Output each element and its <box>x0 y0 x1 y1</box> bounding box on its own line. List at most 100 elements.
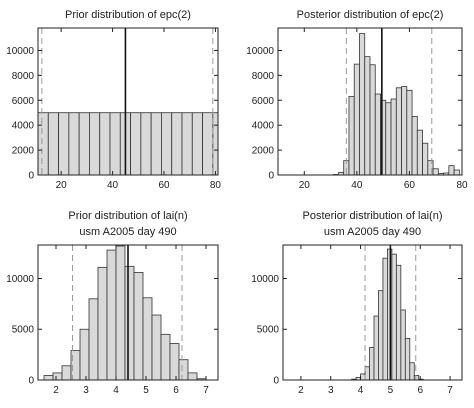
histogram-bar <box>390 98 397 176</box>
histogram-bar <box>88 298 99 381</box>
histogram-bar <box>348 96 355 176</box>
x-tick-label: 40 <box>107 180 119 191</box>
x-tick-label: 3 <box>328 385 334 396</box>
x-tick-label: 6 <box>417 385 423 396</box>
histogram-bar <box>89 112 101 176</box>
y-tick-label: 0 <box>28 171 34 182</box>
histogram-bar <box>409 362 415 381</box>
chart-title: Prior distribution of lai(n) <box>68 210 187 222</box>
chart-title: Prior distribution of epc(2) <box>65 9 191 21</box>
y-tick-label: 8000 <box>252 71 275 82</box>
plot-frame <box>37 27 219 176</box>
histogram-bar <box>47 112 59 176</box>
y-tick-label: 4000 <box>252 121 275 132</box>
histogram-bar <box>382 257 388 381</box>
histogram-bar <box>369 347 375 381</box>
x-tick-label: 4 <box>358 385 364 396</box>
histogram-bar <box>411 116 418 176</box>
histogram-bar <box>169 343 180 381</box>
y-tick-label: 0 <box>273 376 279 387</box>
histogram-bar <box>359 33 366 176</box>
histogram-bar <box>453 169 460 176</box>
histogram-bar <box>150 112 162 176</box>
x-tick-label: 2 <box>53 385 59 396</box>
histogram-bar <box>401 86 408 176</box>
y-tick-label: 6000 <box>252 96 275 107</box>
histogram-bar <box>115 245 126 381</box>
y-tick-label: 10000 <box>251 274 279 285</box>
y-tick-label: 4000 <box>12 121 35 132</box>
chart-subtitle: usm A2005 day 490 <box>324 226 421 238</box>
x-tick-label: 20 <box>56 180 68 191</box>
y-tick-label: 5000 <box>257 325 280 336</box>
y-tick-label: 6000 <box>12 96 35 107</box>
histogram-bar <box>187 372 198 381</box>
x-tick-label: 60 <box>158 180 170 191</box>
histogram-bar <box>142 297 153 381</box>
chart-subtitle: usm A2005 day 490 <box>79 226 176 238</box>
histogram-bar <box>413 375 420 381</box>
chart-panel-4: Posterior distribution of lai(n) usm A200… <box>251 210 463 396</box>
histogram-bar <box>369 64 376 176</box>
y-tick-label: 0 <box>28 376 34 387</box>
chart-panel-2: Posterior distribution of epc(2) 20 40 60 80… <box>246 9 468 191</box>
histogram-bar <box>61 365 72 381</box>
histogram-bar <box>374 93 381 176</box>
histogram-bar <box>109 112 121 176</box>
chart-title: Posterior distribution of epc(2) <box>297 9 444 21</box>
histogram-bar <box>191 112 203 176</box>
histogram-bar <box>68 112 80 176</box>
histogram-bar <box>140 112 152 176</box>
x-tick-label: 2 <box>298 385 304 396</box>
histogram-bar <box>353 63 360 176</box>
plot-frame <box>282 244 463 381</box>
x-tick-label: 5 <box>143 385 149 396</box>
x-tick-label: 7 <box>203 385 209 396</box>
histogram-bar <box>395 87 402 176</box>
histogram-bar <box>404 337 411 381</box>
chart-panel-1: Prior distribution of epc(2) 20 40 60 80 0 200… <box>6 9 221 191</box>
y-tick-label: 2000 <box>12 146 35 157</box>
y-tick-label: 2000 <box>252 146 275 157</box>
histogram-bar <box>151 314 162 381</box>
chart-panel-3: Prior distribution of lai(n) usm A2005 da… <box>6 210 219 396</box>
histogram-bar <box>378 290 384 381</box>
histogram-bar <box>360 373 366 381</box>
histogram-bar <box>99 112 111 176</box>
histogram-bar <box>43 375 54 381</box>
histogram-bar <box>406 89 413 176</box>
histogram-bar <box>422 142 429 176</box>
histogram-bar <box>124 265 135 381</box>
x-tick-label: 3 <box>83 385 89 396</box>
histogram-bar <box>391 253 397 381</box>
histogram-bar <box>416 129 423 176</box>
histogram-bar <box>97 266 108 381</box>
histogram-bar <box>385 102 392 176</box>
histogram-bar <box>52 372 63 381</box>
histogram-bar <box>448 165 455 176</box>
y-tick-label: 8000 <box>12 71 35 82</box>
histogram-bar <box>400 309 406 381</box>
x-tick-label: 40 <box>351 180 363 191</box>
histogram-bar <box>171 112 183 176</box>
histogram-bar <box>130 112 142 176</box>
histogram-bar <box>78 112 90 176</box>
x-tick-label: 20 <box>299 180 311 191</box>
chart-title: Posterior distribution of lai(n) <box>302 210 442 222</box>
plot-frame <box>37 244 219 381</box>
y-tick-label: 10000 <box>6 274 34 285</box>
histogram-bar <box>58 112 70 176</box>
histogram-bar <box>106 249 117 381</box>
y-tick-label: 0 <box>268 171 274 182</box>
x-tick-label: 6 <box>173 385 179 396</box>
y-tick-label: 10000 <box>6 46 34 57</box>
y-tick-label: 10000 <box>246 46 274 57</box>
y-tick-label: 5000 <box>12 325 35 336</box>
histogram-bar <box>79 328 90 381</box>
histogram-bar <box>364 56 371 176</box>
histogram-bar <box>178 359 189 381</box>
histogram-bar <box>202 112 214 176</box>
x-tick-label: 5 <box>388 385 394 396</box>
histogram-bar <box>432 168 439 176</box>
